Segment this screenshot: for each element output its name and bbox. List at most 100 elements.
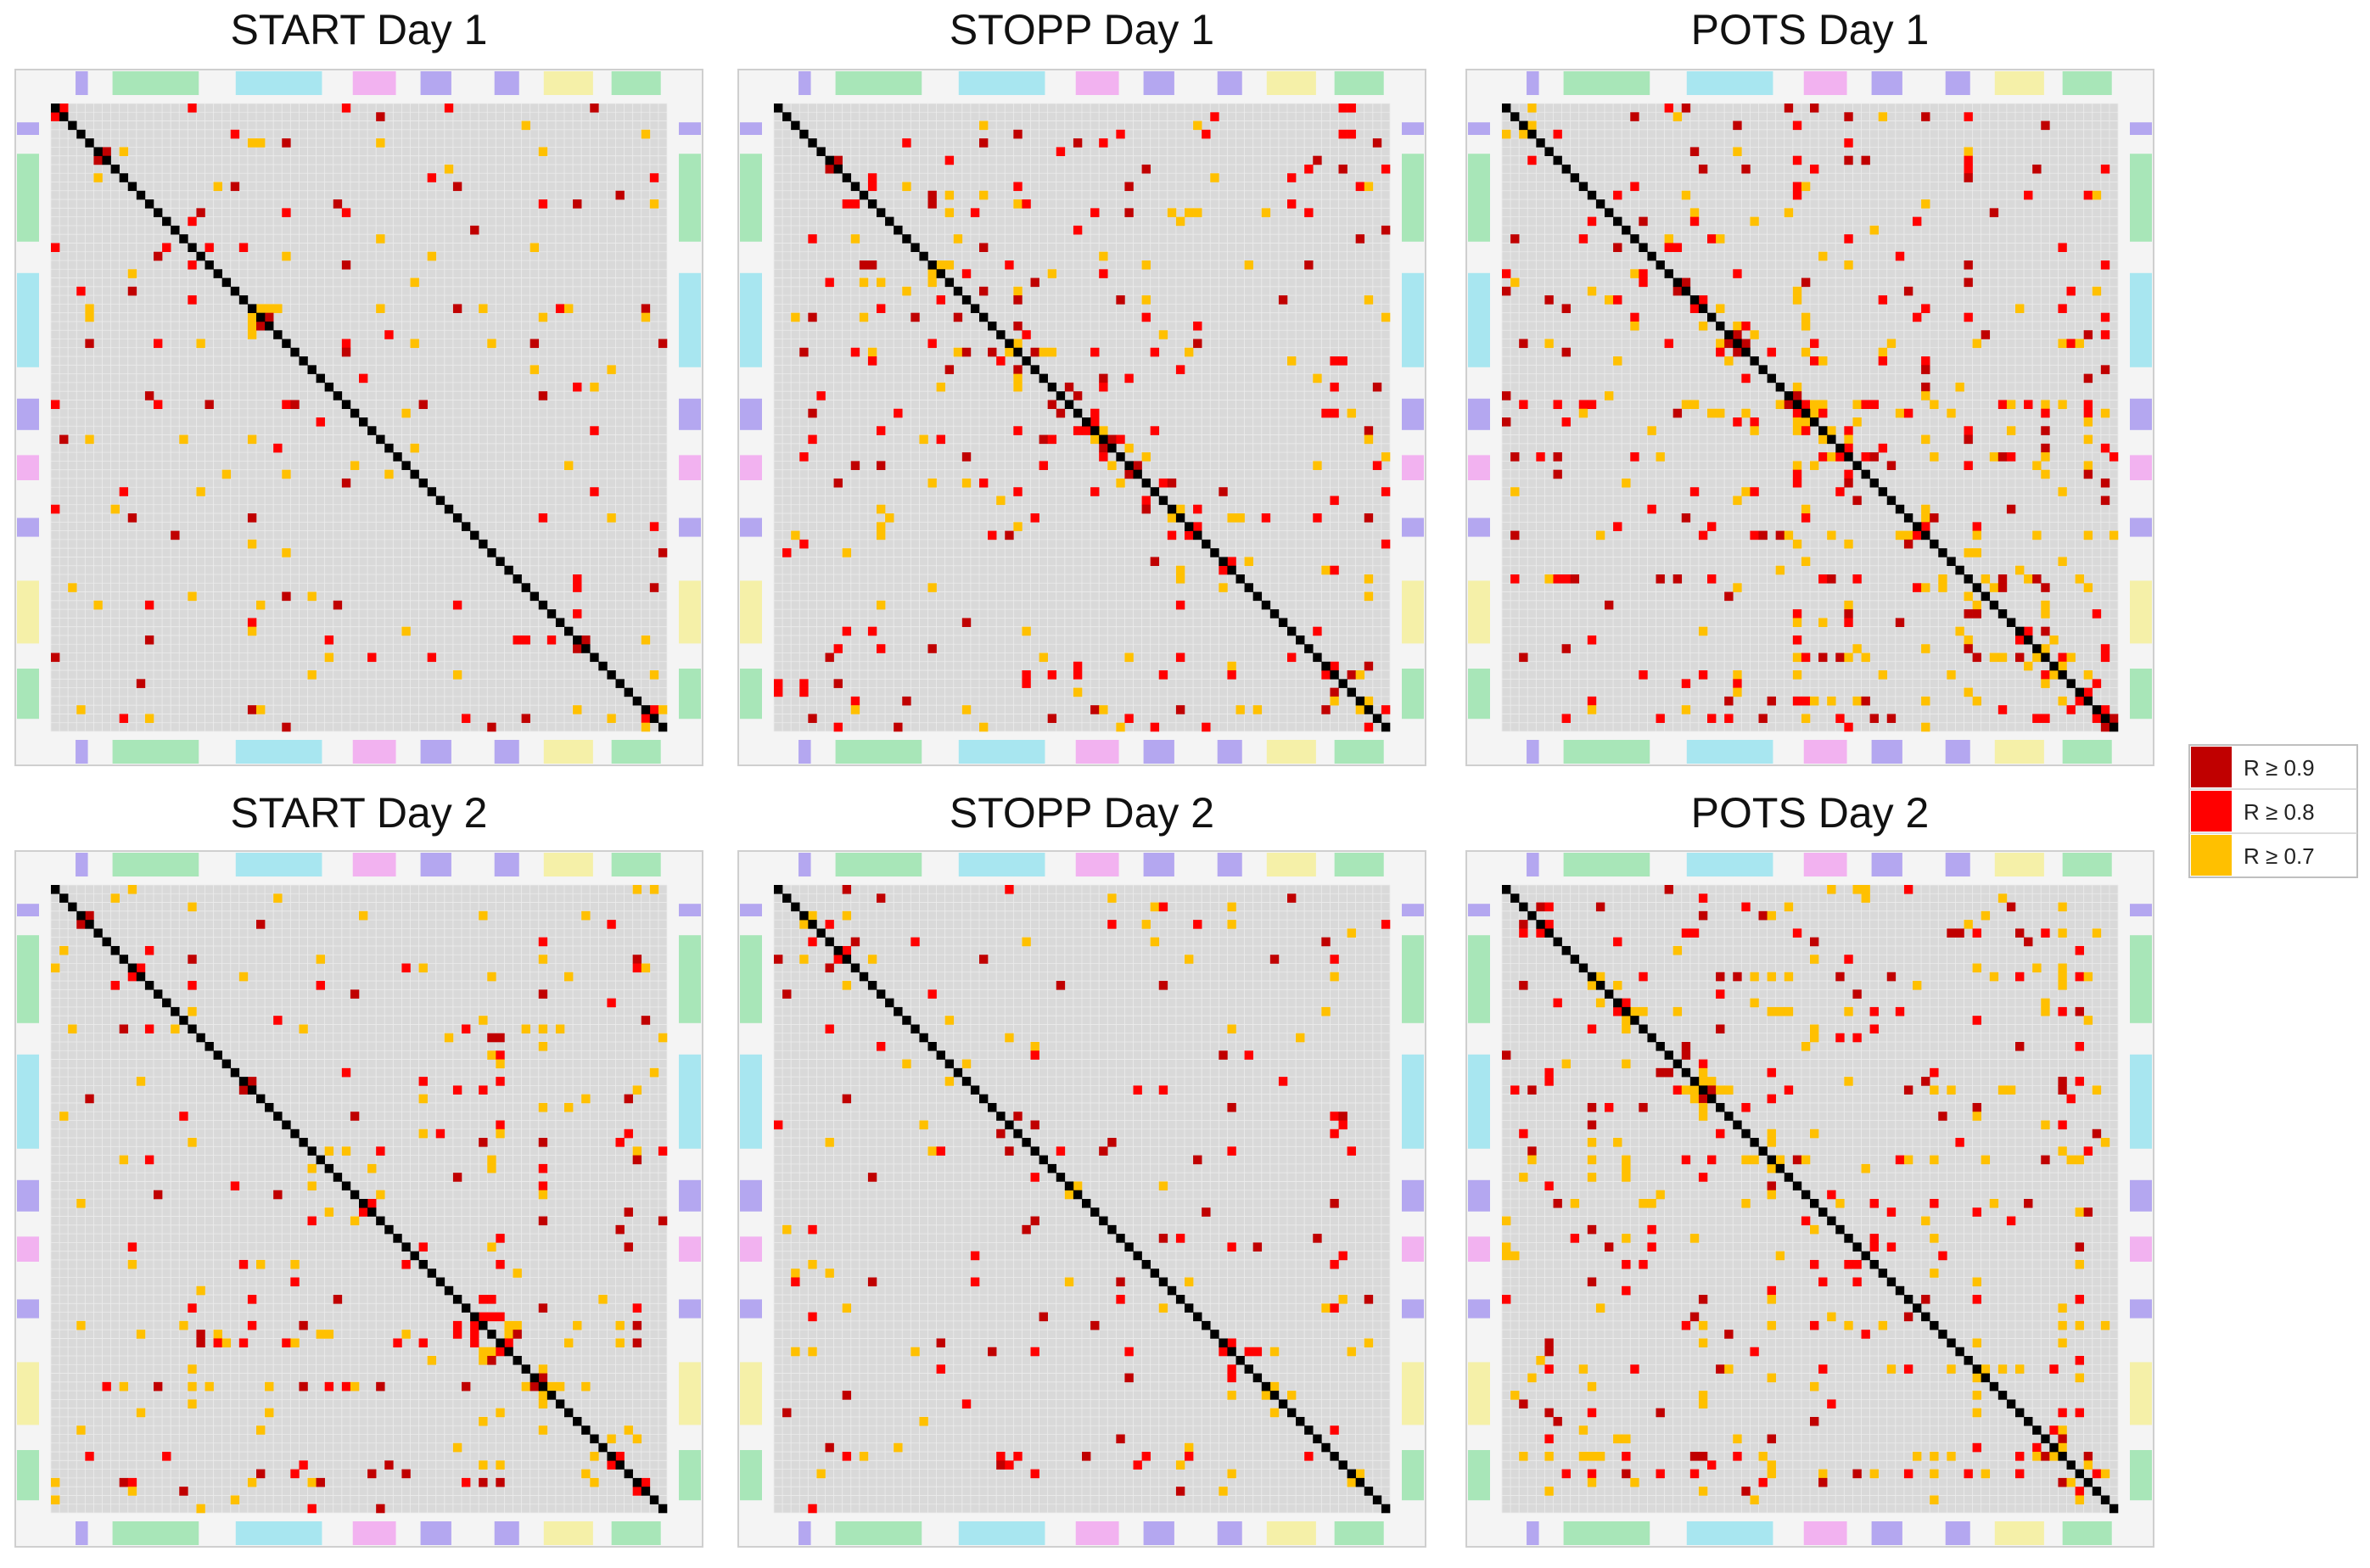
cell <box>641 722 651 732</box>
cell <box>1141 1452 1151 1461</box>
cell <box>1750 530 1759 540</box>
diagonal-cell <box>842 955 852 964</box>
cell <box>546 635 557 645</box>
group-band-bottom <box>958 1521 1045 1545</box>
cell <box>936 434 945 445</box>
cell <box>894 408 903 418</box>
cell <box>1844 609 1853 619</box>
diagonal-cell <box>573 635 582 645</box>
cell <box>1587 1452 1597 1461</box>
cell <box>1502 1251 1511 1261</box>
cell <box>2058 400 2067 410</box>
cell <box>1047 670 1057 680</box>
cell <box>470 1338 479 1348</box>
diagonal-cell <box>196 251 205 261</box>
group-band-top <box>1945 853 1970 876</box>
cell <box>1193 120 1202 131</box>
cell <box>944 208 955 217</box>
cell <box>479 1085 488 1095</box>
cell <box>2075 1207 2084 1217</box>
cell <box>538 199 548 209</box>
cell <box>188 902 197 912</box>
cell <box>2058 1425 2067 1435</box>
cell <box>324 1330 334 1339</box>
group-band-top <box>1143 71 1174 95</box>
cell <box>1921 434 1930 445</box>
cell <box>1622 1155 1631 1165</box>
cell <box>2109 530 2119 540</box>
cell <box>1090 1320 1100 1330</box>
diagonal-cell <box>2083 1477 2093 1487</box>
cell <box>927 339 937 349</box>
cell <box>1792 670 1802 680</box>
cell <box>1510 234 1520 244</box>
cell <box>1707 1460 1717 1470</box>
diagonal-cell <box>324 1163 334 1173</box>
cell <box>1561 347 1571 357</box>
cell <box>1844 112 1853 121</box>
cell <box>1099 1146 1108 1156</box>
diagonal-cell <box>1639 1024 1648 1034</box>
group-band-bottom <box>1563 1521 1650 1545</box>
cell <box>1039 1312 1048 1322</box>
cell <box>1116 1295 1125 1304</box>
cell <box>2058 339 2067 349</box>
group-band-right <box>679 1179 701 1212</box>
cell <box>1886 461 1897 470</box>
cell <box>1972 339 1981 349</box>
cell <box>1647 504 1656 514</box>
cell <box>1561 1469 1571 1479</box>
cell <box>1972 1277 1981 1287</box>
diagonal-cell <box>1202 1320 1211 1330</box>
cell <box>944 1077 955 1086</box>
cell <box>1605 1102 1614 1112</box>
group-band-top <box>2062 71 2112 95</box>
cell <box>1903 530 1913 540</box>
cell <box>1364 513 1374 523</box>
cell <box>2041 679 2050 688</box>
cell <box>1252 705 1263 714</box>
diagonal-cell <box>1784 1173 1794 1182</box>
cell <box>1758 530 1768 540</box>
cell <box>256 705 266 714</box>
cell <box>1733 1452 1742 1461</box>
diagonal-cell <box>513 1356 522 1365</box>
cell <box>615 190 625 200</box>
cell <box>1792 652 1802 663</box>
cell <box>1099 426 1108 435</box>
cell <box>1852 1277 1862 1287</box>
cell <box>1227 1102 1236 1112</box>
diagonal-cell <box>1185 522 1194 531</box>
cell <box>1090 347 1100 357</box>
cell <box>136 679 146 688</box>
cell <box>1861 452 1870 462</box>
cell <box>825 1024 834 1034</box>
cell <box>1930 1234 1939 1243</box>
diagonal-cell <box>529 1373 540 1383</box>
cell <box>1502 1295 1511 1304</box>
diagonal-cell <box>581 1425 591 1435</box>
cell <box>1964 312 1973 322</box>
group-band-bottom <box>1527 1521 1539 1545</box>
cell <box>1827 574 1836 584</box>
cell <box>1818 434 1828 445</box>
cell <box>1372 382 1382 392</box>
diagonal-cell <box>782 112 792 121</box>
cell <box>265 1408 274 1418</box>
diagonal-cell <box>1175 1295 1185 1304</box>
cell <box>1613 190 1622 200</box>
diagonal-cell <box>444 1285 454 1296</box>
cell <box>256 920 266 929</box>
diagonal-cell <box>979 1094 989 1104</box>
cell <box>1733 1434 1742 1444</box>
diagonal-cell <box>452 513 462 523</box>
panel-title: STOPP Day 1 <box>950 6 1214 53</box>
cell <box>2100 408 2110 418</box>
cell <box>196 208 205 217</box>
cell <box>833 644 843 653</box>
cell <box>808 1504 817 1514</box>
cell <box>487 972 496 982</box>
cell <box>1330 696 1339 706</box>
cell <box>1158 1303 1168 1313</box>
cell <box>496 1120 505 1130</box>
